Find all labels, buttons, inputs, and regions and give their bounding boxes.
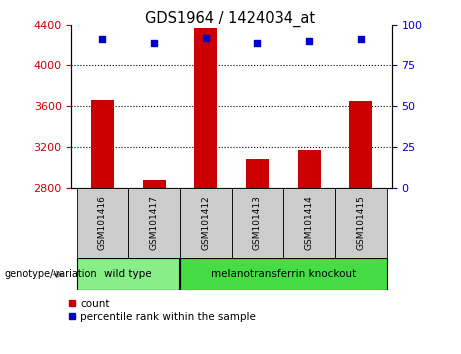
Text: GSM101414: GSM101414 (305, 196, 313, 250)
Bar (349, 101, 372, 188)
Bar (142, 181, 166, 188)
Bar (231, 188, 284, 258)
Text: GSM101413: GSM101413 (253, 195, 262, 251)
Text: GSM101415: GSM101415 (356, 195, 366, 251)
Point (254, 40, 261, 46)
Point (99, 36, 106, 42)
Point (306, 38, 313, 44)
Text: GSM101417: GSM101417 (150, 195, 159, 251)
Bar (128, 188, 180, 258)
Text: GDS1964 / 1424034_at: GDS1964 / 1424034_at (145, 11, 316, 27)
Bar (77, 258, 180, 290)
Text: GSM101416: GSM101416 (98, 195, 107, 251)
Bar (180, 188, 231, 258)
Point (357, 36, 365, 42)
Bar (335, 188, 387, 258)
Text: GSM101412: GSM101412 (201, 196, 210, 250)
Bar (77, 188, 128, 258)
Point (150, 40, 158, 46)
Point (202, 35, 209, 41)
Text: wild type: wild type (105, 269, 152, 279)
Bar (194, 28, 218, 188)
Text: melanotransferrin knockout: melanotransferrin knockout (211, 269, 356, 279)
Bar (297, 150, 321, 188)
Bar (246, 159, 269, 188)
Bar (284, 188, 335, 258)
Bar (180, 258, 387, 290)
Text: genotype/variation: genotype/variation (5, 269, 97, 279)
Bar (91, 100, 114, 188)
Legend: count, percentile rank within the sample: count, percentile rank within the sample (67, 299, 256, 322)
